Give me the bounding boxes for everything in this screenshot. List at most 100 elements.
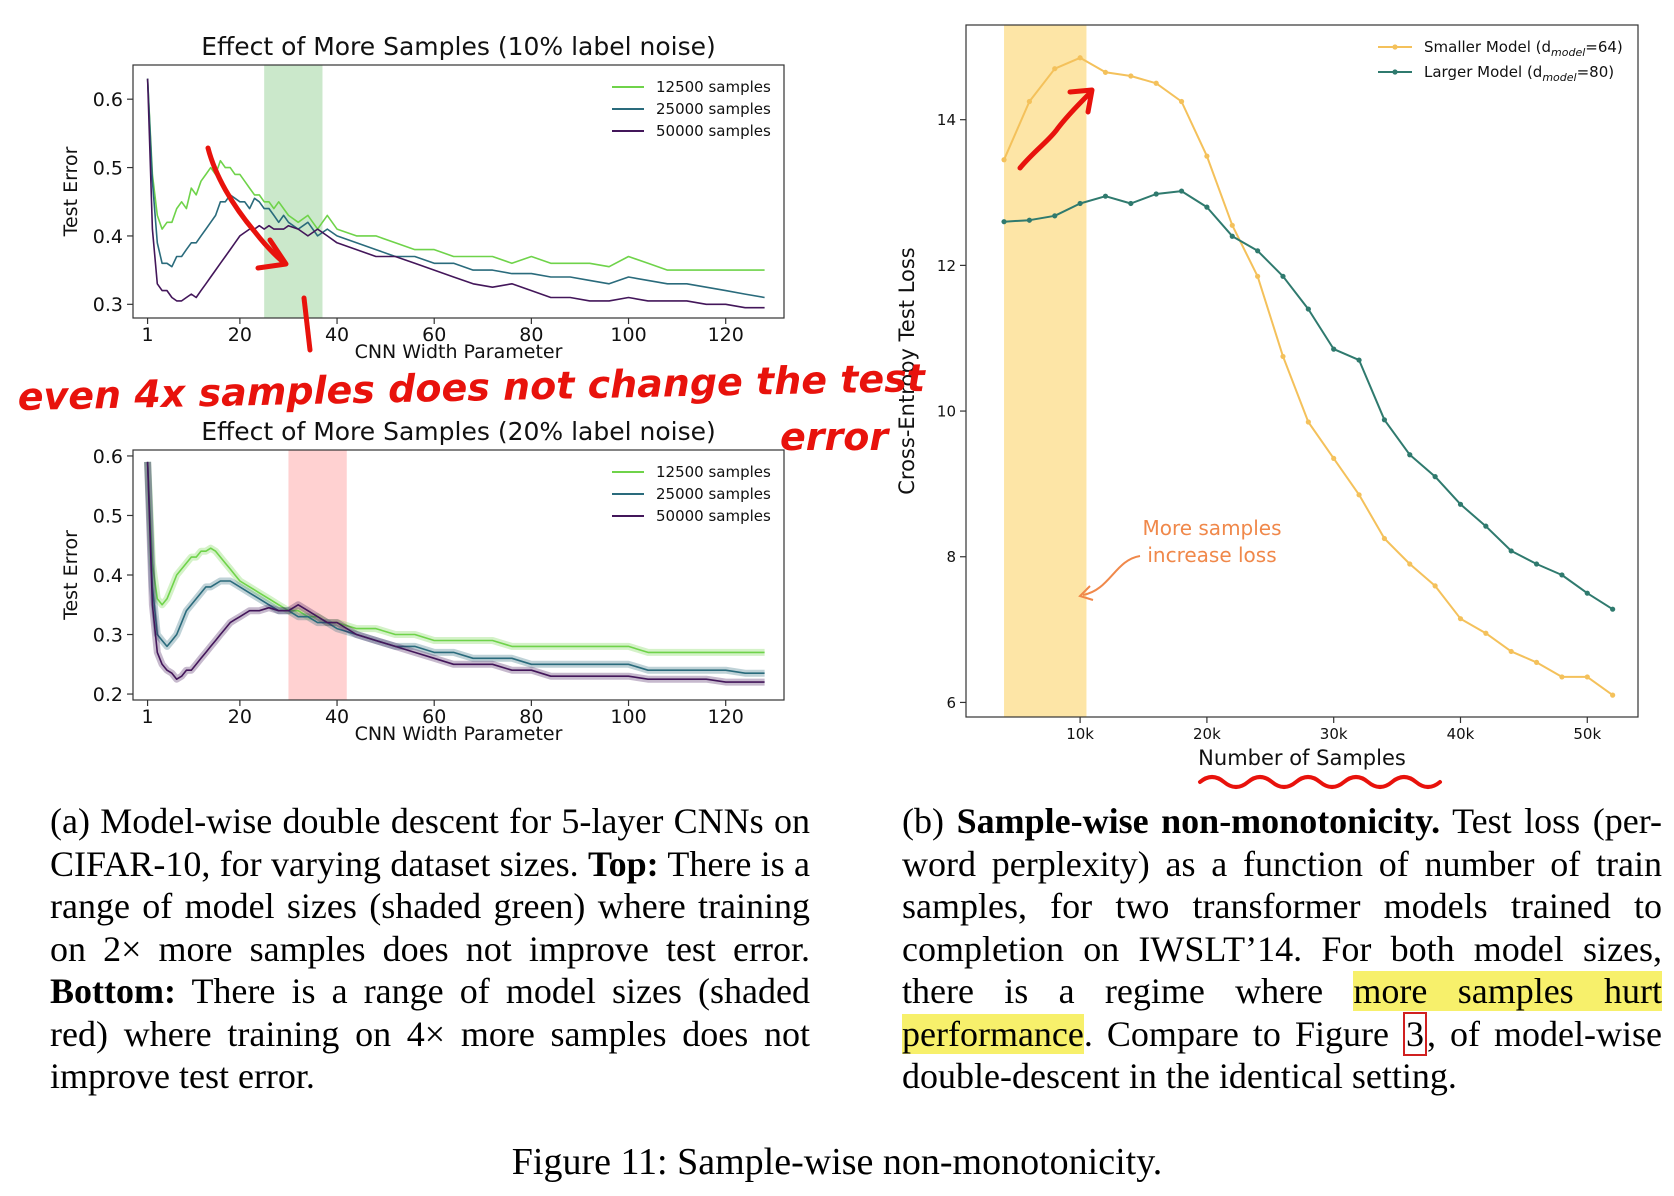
top-chart-y-tick-label: 0.5 <box>93 157 123 179</box>
right-chart-series-2-point <box>1077 200 1083 207</box>
right-chart-series-2-point <box>1001 219 1007 225</box>
right-chart-series-2-point <box>1533 561 1540 567</box>
top-chart-title: Effect of More Samples (10% label noise) <box>201 32 716 61</box>
right-chart-series-1-point <box>1077 55 1083 61</box>
bottom-chart-x-tick-label: 40 <box>325 706 349 728</box>
caption-a: (a) Model-wise double descent for 5-laye… <box>50 800 810 1098</box>
right-chart-series-1-point <box>1533 659 1540 665</box>
right-chart-series-1-point <box>1255 273 1261 279</box>
annotation-arrow-head <box>1078 585 1094 601</box>
right-chart-series-1-point <box>1584 674 1590 680</box>
right-chart-legend-marker <box>1392 69 1398 75</box>
right-chart-series-2-point <box>1178 188 1185 194</box>
handwritten-note-line1: even 4x samples does not change the test <box>17 356 927 419</box>
right-chart-series-2-point <box>1052 213 1058 219</box>
right-chart-legend-label: Smaller Model (dmodel=64) <box>1424 38 1623 59</box>
right-chart-x-tick-label: 30k <box>1320 725 1348 743</box>
right-chart-x-axis-label: Number of Samples <box>1198 746 1406 770</box>
top-chart-x-axis-label: CNN Width Parameter <box>355 341 563 363</box>
bottom-chart-title: Effect of More Samples (20% label noise) <box>201 417 716 446</box>
red-arrow-down <box>205 145 286 265</box>
caption-a-top-text: There is a range of model sizes (shaded … <box>50 843 810 969</box>
right-chart-y-tick-label: 12 <box>937 257 956 275</box>
figure-3-link[interactable]: 3 <box>1403 1011 1427 1056</box>
top-chart-x-tick-label: 120 <box>708 324 744 346</box>
caption-b: (b) Sample-wise non-monotonicity. Test l… <box>902 800 1662 1098</box>
right-chart-series-1-point <box>1178 98 1185 105</box>
right-chart-x-tick-label: 20k <box>1193 725 1221 743</box>
top-chart-x-tick-label: 1 <box>142 324 154 346</box>
right-chart-series-1-point <box>1432 583 1438 589</box>
right-chart-series-2-point <box>1026 217 1032 223</box>
right-chart-series-2-point <box>1483 523 1489 529</box>
caption-b-text2: . Compare to Figure <box>1083 1013 1389 1054</box>
top-chart-y-tick-label: 0.3 <box>93 294 123 316</box>
bottom-chart-y-tick-label: 0.4 <box>93 565 123 587</box>
right-chart-series-1-point <box>1052 66 1058 72</box>
right-chart-series-1-point <box>1305 419 1311 425</box>
right-chart-series-1-point <box>1407 561 1413 567</box>
right-chart-series-2-point <box>1407 452 1413 458</box>
bottom-chart-x-tick-label: 20 <box>228 706 252 728</box>
right-chart-series-2-point <box>1356 357 1362 363</box>
right-chart-annotation-line: More samples <box>1142 516 1281 540</box>
right-chart-annotation-line: increase loss <box>1147 543 1276 567</box>
caption-a-bottom-text: There is a range of model sizes (shaded … <box>50 971 810 1096</box>
right-chart-series-1-point <box>1381 535 1388 542</box>
right-chart-series-2-point <box>1559 572 1565 578</box>
right-chart-y-tick-label: 8 <box>946 548 956 566</box>
right-chart-series-2-point <box>1229 233 1235 239</box>
right-chart-series-1-point <box>1356 492 1362 498</box>
top-chart-x-tick-label: 80 <box>519 324 543 346</box>
right-chart-shaded-region <box>1004 25 1087 717</box>
right-chart-series-1-point <box>1457 616 1464 622</box>
red-vertical-stroke <box>301 295 313 353</box>
right-chart-legend-marker <box>1392 44 1398 50</box>
top-chart-x-tick-label: 60 <box>422 324 446 346</box>
bottom-chart-x-tick-label: 1 <box>142 706 154 728</box>
bottom-chart-series-1-line <box>146 461 765 654</box>
right-chart-series-2-point <box>1128 200 1134 207</box>
right-chart-series-2-point <box>1204 204 1210 210</box>
bottom-chart-legend-label: 25000 samples <box>656 485 771 503</box>
right-chart-series-2-point <box>1102 193 1109 199</box>
right-chart-y-tick-label: 10 <box>937 402 956 420</box>
right-chart-series-1-point <box>1483 630 1489 636</box>
right-chart-series-1-point <box>1229 222 1235 228</box>
bottom-chart-x-tick-label: 60 <box>422 706 446 728</box>
top-chart-y-tick-label: 0.6 <box>93 89 123 111</box>
bottom-chart-legend-label: 12500 samples <box>656 463 771 481</box>
right-chart-series-2-point <box>1153 191 1159 197</box>
caption-b-text1: Test loss (per-word perplexity) as a fun… <box>902 801 1662 1011</box>
top-chart-series-2-line <box>146 78 765 299</box>
right-chart-series-2-point <box>1508 548 1514 554</box>
bottom-chart-x-axis-label: CNN Width Parameter <box>355 723 563 745</box>
right-chart-x-tick-label: 10k <box>1066 725 1094 743</box>
red-arrow-up <box>1017 92 1091 171</box>
caption-a-bottom-label: Bottom: <box>50 971 176 1011</box>
right-chart-series-2-point <box>1280 273 1286 279</box>
right-chart-series-1-point <box>1153 80 1159 86</box>
figure-caption: Figure 11: Sample-wise non-monotonicity. <box>511 1141 1163 1183</box>
bottom-chart-y-tick-label: 0.3 <box>93 624 123 646</box>
right-chart-frame <box>965 24 1639 718</box>
right-chart-series-1-point <box>1331 455 1337 462</box>
right-chart-x-tick-label: 50k <box>1573 725 1601 743</box>
top-chart-y-axis-label: Test Error <box>60 146 82 237</box>
right-chart-series-1-point <box>1102 69 1109 75</box>
top-chart-legend-label: 12500 samples <box>656 78 771 96</box>
handwritten-note-line2: error <box>780 415 890 459</box>
right-chart-series-1-point <box>1128 73 1134 79</box>
right-chart-series-2-point <box>1584 590 1590 596</box>
top-chart-legend-label: 25000 samples <box>656 100 771 118</box>
bottom-chart-y-tick-label: 0.6 <box>93 446 123 468</box>
bottom-chart-x-tick-label: 80 <box>519 706 543 728</box>
right-chart-y-axis-label: Cross-Entropy Test Loss <box>895 247 919 495</box>
caption-a-prefix: (a) Model-wise double descent for 5-laye… <box>50 801 810 884</box>
top-chart-x-tick-label: 40 <box>325 324 349 346</box>
right-chart-series-2-point <box>1305 306 1311 312</box>
right-chart-y-tick-label: 6 <box>946 694 956 712</box>
